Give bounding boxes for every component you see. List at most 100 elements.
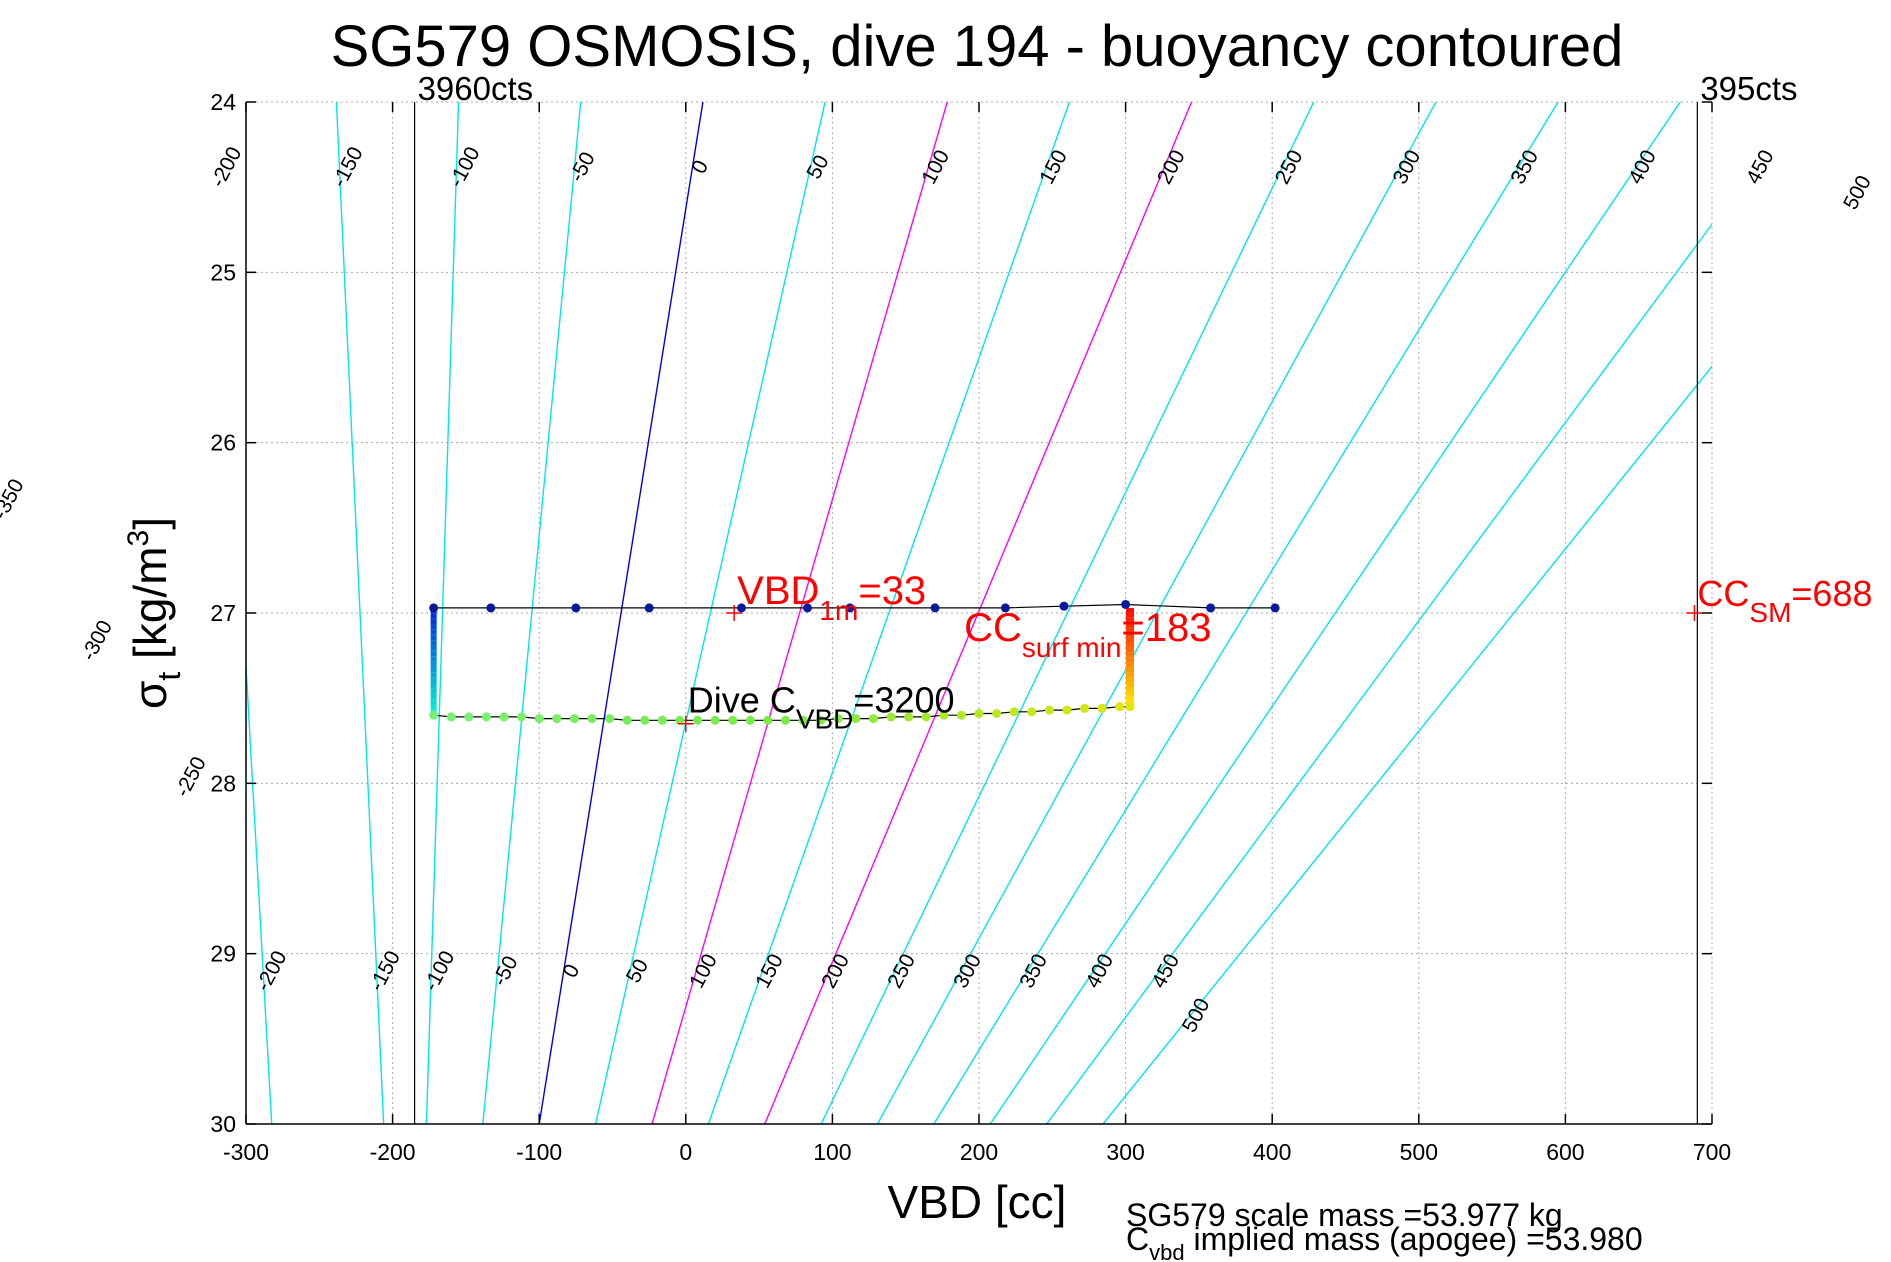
annotation-sub: SM (1749, 597, 1791, 628)
y-tick-label: 30 (210, 1111, 236, 1137)
lower-trace-point (657, 715, 667, 725)
y-axis-label-sup: 3 (122, 530, 155, 547)
annotation: VBD1m=33 (737, 569, 926, 626)
contour-line (246, 654, 273, 1124)
contour-label: -100 (445, 143, 485, 191)
contour-lines (0, 102, 1712, 1124)
lower-trace-point (710, 715, 720, 725)
annotation: Dive CVBD=3200 (688, 680, 955, 735)
upper-trace-point (1270, 603, 1280, 613)
contour-label: 250 (1271, 146, 1308, 188)
x-tick-label: 600 (1546, 1139, 1584, 1165)
tick-labels: -300 -200 -100 0 100 200 300 400 500 600 700 24 25 26… (210, 89, 1731, 1165)
x-tick-label: 700 (1693, 1139, 1731, 1165)
lower-trace-point (1027, 707, 1037, 717)
upper-trace-point (1121, 599, 1131, 609)
x-tick-label: -200 (370, 1139, 416, 1165)
annotation: CCsurf min=183 (964, 606, 1211, 663)
annotation-sub: surf min (1022, 632, 1122, 663)
footer: SG579 scale mass =53.977 kg Cvbd implied… (1126, 1197, 1643, 1262)
annotation-value: =688 (1791, 573, 1872, 614)
x-tick-label: -100 (516, 1139, 562, 1165)
y-tick-label: 27 (210, 600, 236, 626)
y-tick-label: 25 (210, 259, 236, 285)
footer-implied-mass: Cvbd implied mass (apogee) =53.980 (1126, 1221, 1643, 1262)
contour-line (933, 102, 1559, 1124)
contour-label: 100 (685, 950, 722, 992)
x-tick-label: 500 (1400, 1139, 1438, 1165)
lower-trace-point (956, 710, 966, 720)
contour-label: 350 (1015, 950, 1052, 992)
lower-trace-point (798, 715, 808, 725)
lower-trace-point (780, 715, 790, 725)
annotation-value: =183 (1121, 606, 1211, 650)
lower-trace-point (728, 715, 738, 725)
lower-trace-point (517, 712, 527, 722)
upper-trace-point (486, 603, 496, 613)
contour-label: -150 (328, 143, 368, 191)
lower-trace-point (833, 714, 843, 724)
contour-label: -50 (488, 952, 523, 990)
x-tick-label: 200 (960, 1139, 998, 1165)
contour-label: 50 (622, 955, 653, 986)
x-tick-label: -300 (223, 1139, 269, 1165)
contour-line (482, 102, 582, 1124)
lower-trace-point (1125, 702, 1135, 712)
contour-label: 50 (802, 151, 833, 182)
contour-label: 500 (1839, 172, 1876, 214)
lower-trace-point (992, 708, 1002, 718)
x-tick-label: 400 (1253, 1139, 1291, 1165)
lower-trace-point (904, 712, 914, 722)
lower-trace-point (1115, 702, 1125, 712)
y-tick-label: 24 (210, 89, 236, 115)
contour-line (707, 102, 1071, 1124)
count-limit-label: 395cts (1700, 70, 1797, 107)
upper-trace-point (845, 603, 855, 613)
contour-line (425, 102, 460, 1124)
contour-label: -100 (419, 947, 459, 995)
y-axis-label-close: ] (124, 517, 176, 530)
annotation-main: VBD (737, 569, 819, 613)
contour-label: 450 (1742, 146, 1779, 188)
lower-trace-point (534, 714, 544, 724)
footer-implied-rest: implied mass (apogee) =53.980 (1185, 1221, 1643, 1257)
contour-label: 450 (1147, 950, 1184, 992)
annotation-sub: 1m (819, 595, 858, 626)
contour-label: 100 (917, 146, 954, 188)
lower-trace-point (868, 714, 878, 724)
footer-implied-sub: vbd (1149, 1240, 1184, 1262)
annotation-sub: VBD (796, 704, 854, 735)
plot-axes (245, 101, 1713, 1125)
contour-label: 400 (1081, 950, 1118, 992)
x-tick-label: 300 (1106, 1139, 1144, 1165)
contour-line (335, 102, 385, 1124)
lower-trace-point (552, 714, 562, 724)
contour-label: 350 (1506, 146, 1543, 188)
annotation: CCSM=688 (1697, 573, 1872, 628)
lower-trace-point (446, 712, 456, 722)
lower-trace-point (622, 715, 632, 725)
lower-trace-point (939, 710, 949, 720)
contour-label: 300 (949, 950, 986, 992)
chart-title: SG579 OSMOSIS, dive 194 - buoyancy conto… (331, 14, 1624, 79)
contour-label: -250 (171, 753, 211, 801)
annotation-main: Dive C (688, 680, 796, 721)
contour-label: -200 (206, 143, 246, 191)
footer-implied-main: C (1126, 1221, 1149, 1257)
lower-trace-point (1097, 703, 1107, 713)
contour-label: -200 (252, 947, 292, 995)
lower-trace-point (1062, 705, 1072, 715)
contour-line (764, 102, 1193, 1124)
lower-trace-point (693, 715, 703, 725)
contour-label: 400 (1624, 146, 1661, 188)
contour-label: 250 (883, 950, 920, 992)
lower-trace-point (851, 714, 861, 724)
markers (677, 605, 1703, 732)
contour-label: 500 (1178, 994, 1215, 1036)
upper-trace-point (737, 603, 747, 613)
contour-line (0, 102, 42, 1124)
lower-trace-point (675, 715, 685, 725)
upper-trace-point (930, 603, 940, 613)
lower-trace-point (921, 712, 931, 722)
upper-trace-point (1206, 603, 1216, 613)
